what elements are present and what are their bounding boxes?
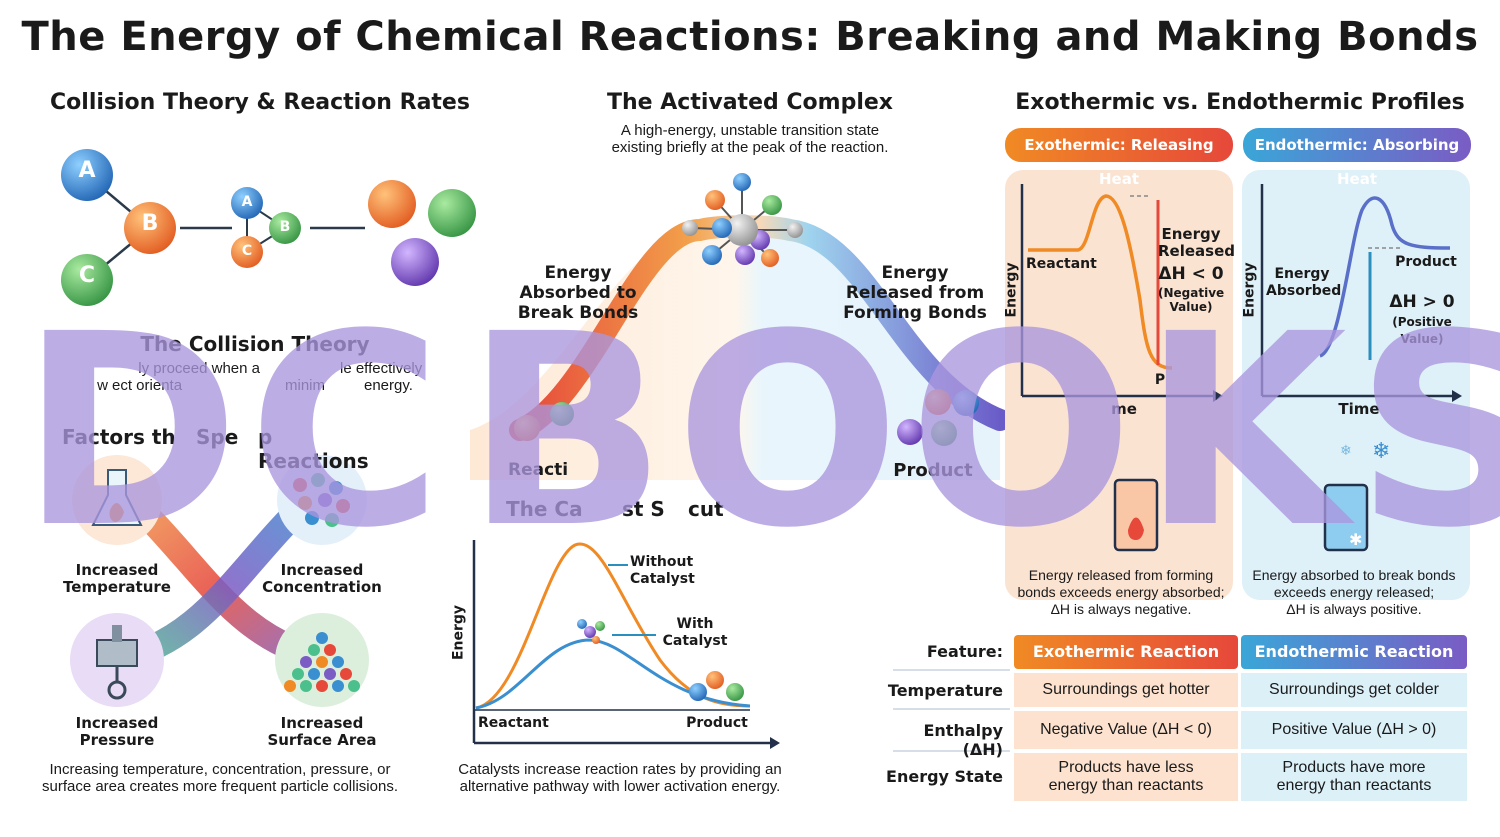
exo-product-partial: P: [1154, 372, 1166, 388]
table-header-exo: Exothermic Reaction: [1032, 642, 1220, 661]
factor-pressure: Increased Pressure: [75, 714, 159, 749]
profiles-heading: Exothermic vs. Endothermic Profiles: [1015, 90, 1465, 115]
exo-pill: Exothermic: Releasing Heat: [1024, 136, 1214, 188]
catalyst-ylabel: Energy: [450, 604, 467, 661]
theory-text-1: ly proceed when a: [138, 360, 260, 377]
activated-description: A high-energy, unstable transition state…: [611, 122, 889, 156]
factors-title-b: Spe: [196, 425, 239, 449]
energy-absorbed-label: Energy Absorbed to Break Bonds: [517, 263, 639, 323]
theory-text-2: le effectively: [340, 360, 423, 377]
table-cell: Positive Value (ΔH > 0): [1271, 721, 1437, 738]
complex-label-a: A: [241, 194, 253, 210]
exo-dh-note: (Negative Value): [1158, 286, 1225, 314]
catalyst-heading-c: cut: [688, 497, 724, 521]
table-cell: Products have more energy than reactants: [1276, 759, 1432, 794]
exo-released-label: Energy Released: [1158, 225, 1235, 260]
factor-surface-area: Increased Surface Area: [267, 714, 377, 749]
collision-heading: Collision Theory & Reaction Rates: [50, 90, 470, 115]
complex-label-b: B: [279, 219, 291, 235]
theory-title: The Collision Theory: [140, 332, 370, 356]
molecule-label-c: C: [78, 263, 96, 288]
exo-xlabel: me: [1111, 400, 1137, 418]
reactant-partial-label: Reacti: [508, 460, 569, 480]
table-feature-label: Feature:: [926, 642, 1003, 661]
catalyst-heading-a: The Ca: [506, 497, 583, 521]
without-catalyst-label: Without Catalyst: [630, 554, 695, 587]
endo-dh-note: (Positive Value): [1392, 315, 1452, 346]
endo-panel: ❄ ❄ ✱: [1242, 170, 1470, 600]
table-row-label: Energy State: [886, 767, 1003, 786]
energy-hill: [470, 173, 1011, 480]
catalyst-reactant-label: Reactant: [478, 715, 549, 731]
table-header-endo: Endothermic Reaction: [1254, 642, 1454, 661]
catalyst-chart: [472, 540, 780, 749]
product-label: Product: [893, 460, 973, 481]
endo-caption: Energy absorbed to break bonds exceeds e…: [1252, 567, 1456, 617]
theory-text-6: energy.: [364, 377, 413, 394]
table-row-label: Enthalpy (ΔH): [923, 721, 1003, 759]
complex-label-c: C: [241, 243, 253, 259]
svg-text:❄: ❄: [1372, 439, 1390, 464]
exo-panel: [1005, 170, 1233, 600]
theory-text-5: minim: [285, 377, 325, 394]
factors-title-c: p Reactions: [258, 425, 369, 473]
table-cell: Negative Value (ΔH < 0): [1040, 721, 1212, 738]
catalyst-heading-b: st S: [622, 497, 665, 521]
factor-temperature: Increased Temperature: [63, 561, 171, 596]
energy-released-label: Energy Released from Forming Bonds: [843, 263, 987, 323]
activated-heading: The Activated Complex: [607, 90, 893, 115]
factor-concentration: Increased Concentration: [262, 561, 382, 596]
svg-text:✱: ✱: [1349, 530, 1362, 549]
molecule-label-a: A: [78, 158, 96, 183]
page-title: The Energy of Chemical Reactions: Breaki…: [21, 14, 1479, 60]
endo-pill: Endothermic: Absorbing Heat: [1254, 136, 1460, 188]
table-row-label: Temperature: [887, 681, 1003, 700]
factors-graphic: [70, 455, 369, 707]
endo-absorbed-label: Energy Absorbed: [1266, 266, 1342, 299]
factors-title-a: Factors th: [62, 425, 176, 449]
table-cell: Surroundings get hotter: [1042, 681, 1210, 698]
endo-product-label: Product: [1395, 254, 1457, 270]
table-cell: Products have less energy than reactants: [1048, 759, 1204, 794]
table-cell: Surroundings get colder: [1269, 681, 1439, 698]
theory-text-3: w: [97, 377, 108, 394]
exo-ylabel: Energy: [1003, 262, 1020, 318]
exo-reactant-label: Reactant: [1026, 256, 1097, 272]
exo-caption: Energy released from forming bonds excee…: [1017, 567, 1225, 617]
exo-dh: ΔH < 0: [1158, 264, 1224, 284]
svg-text:❄: ❄: [1340, 443, 1352, 459]
catalyst-caption: Catalysts increase reaction rates by pro…: [458, 761, 782, 795]
catalyst-product-label: Product: [686, 715, 748, 731]
endo-xlabel: Time: [1338, 400, 1380, 418]
molecule-label-b: B: [141, 211, 159, 236]
theory-text-4: ect orienta: [112, 377, 183, 394]
collision-molecules: [61, 149, 476, 306]
endo-dh: ΔH > 0: [1389, 292, 1455, 312]
factors-caption: Increasing temperature, concentration, p…: [41, 761, 398, 795]
with-catalyst-label: With Catalyst: [662, 616, 728, 649]
endo-ylabel: Energy: [1241, 262, 1258, 318]
